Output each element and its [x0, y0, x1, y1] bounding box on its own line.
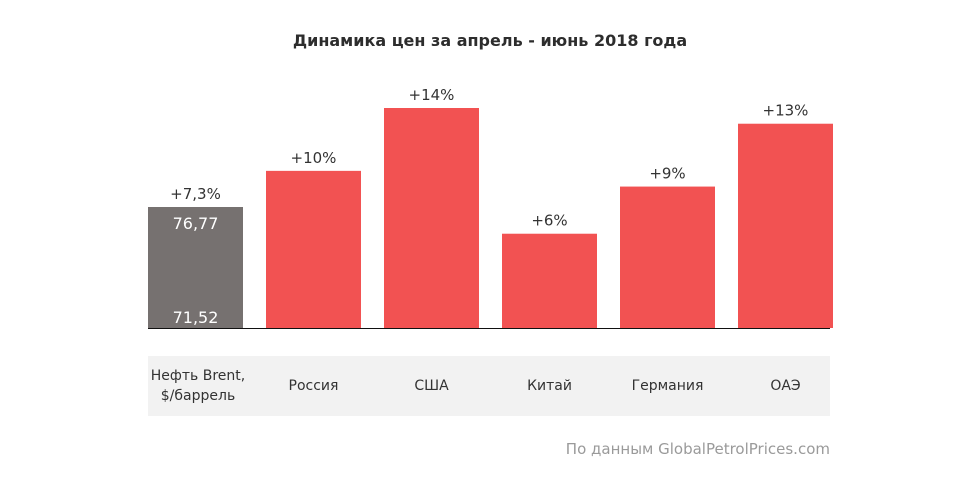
bar-3	[502, 233, 597, 328]
data-label-3: +6%	[531, 212, 567, 230]
bar-2	[384, 108, 479, 328]
data-label-1: +10%	[291, 149, 337, 167]
category-label-0: Нефть Brent, $/баррель	[150, 368, 246, 404]
category-label-3: Китай	[527, 378, 572, 394]
category-label-4: Германия	[631, 378, 704, 394]
brent-price-end: 76,77	[173, 214, 219, 233]
data-label-5: +13%	[763, 102, 809, 120]
category-label-2: США	[414, 378, 449, 394]
bar-4	[620, 186, 715, 328]
category-label-5: ОАЭ	[770, 378, 801, 394]
bar-1	[266, 170, 361, 328]
category-label-1: Россия	[288, 378, 339, 394]
brent-price-start: 71,52	[173, 308, 219, 327]
chart-title: Динамика цен за апрель - июнь 2018 года	[292, 31, 688, 50]
bar-brent	[148, 207, 243, 328]
data-label-2: +14%	[409, 86, 455, 104]
category-band	[148, 356, 830, 416]
data-label-0: +7,3%	[170, 185, 221, 203]
data-label-4: +9%	[649, 165, 685, 183]
source-note: По данным GlobalPetrolPrices.com	[565, 440, 830, 458]
bar-5	[738, 123, 833, 328]
